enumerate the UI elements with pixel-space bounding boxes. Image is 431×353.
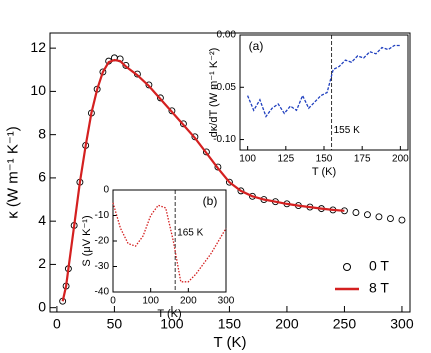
data-point [375,213,383,221]
data-point [122,61,130,69]
annotation: 155 K [334,125,360,136]
plot-frame [239,34,409,151]
legend-marker [343,263,351,271]
panel-label: (a) [249,39,264,53]
plot-frame [112,189,227,293]
y-tick-label: -0.10 [213,134,236,145]
y-tick-label: -30 [95,261,110,272]
annotation: 165 K [177,227,203,238]
data-point [202,148,210,156]
x-tick-label: 200 [180,296,197,307]
x-tick-label: 100 [142,296,159,307]
y-tick-label: 4 [38,212,46,228]
x-tick-label: 250 [333,315,357,331]
y-axis-label: κ (W m⁻¹ K⁻¹) [5,126,22,218]
x-tick-label: 0 [110,296,116,307]
x-axis-label: T (K) [312,166,336,178]
y-axis-label: dκ/dT (W m⁻¹ K⁻²) [208,48,220,138]
data-point [191,133,199,141]
data-point [225,178,233,186]
data-point [145,81,153,89]
x-axis-label: T (K) [157,308,181,320]
plot-1: 100 125 150 175 200 0.00 -0.05 -0.10 T (K) dκ/dT … [208,30,409,178]
y-tick-label: 0 [38,298,46,314]
legend-label: 8 T [369,280,389,296]
x-tick-label: 150 [218,315,242,331]
x-tick-label: 100 [239,154,256,165]
data-line [246,44,401,118]
x-tick-label: 300 [390,315,414,331]
data-point [237,187,245,195]
panel-label: (b) [203,194,218,208]
legend-label: 0 T [369,258,389,274]
x-axis-label: T (K) [213,334,246,351]
data-point [156,94,164,102]
x-tick-label: 200 [392,154,409,165]
x-tick-label: 300 [218,296,235,307]
data-point [363,211,371,219]
x-tick-label: 125 [277,154,294,165]
y-tick-label: 0 [103,185,109,196]
x-tick-label: 150 [316,154,333,165]
x-tick-label: 0 [53,315,61,331]
data-point [168,107,176,115]
y-tick-label: 2 [38,255,46,271]
y-tick-label: 0.00 [217,30,237,41]
x-tick-label: 50 [107,315,123,331]
y-tick-label: 8 [38,125,46,141]
data-line [61,58,345,302]
y-axis-label: S (μV K⁻¹) [81,215,93,266]
y-tick-label: -40 [95,287,110,298]
y-tick-label: -20 [95,236,110,247]
data-point [179,120,187,128]
data-point [352,209,360,216]
data-line [112,202,227,283]
y-tick-label: 10 [30,82,46,98]
x-tick-label: 175 [354,154,371,165]
y-tick-label: 12 [30,39,46,55]
y-tick-label: 6 [38,169,46,185]
data-point [214,163,222,171]
data-point [398,216,406,224]
y-tick-label: -0.05 [213,82,236,93]
data-point [386,215,394,223]
y-tick-label: -10 [95,210,110,221]
x-tick-label: 100 [160,315,184,331]
x-tick-label: 200 [275,315,299,331]
plot-2: 0 100 200 300 0 -10 -20 -30 -40 T (K) S (μV K⁻¹) 16… [81,185,235,320]
